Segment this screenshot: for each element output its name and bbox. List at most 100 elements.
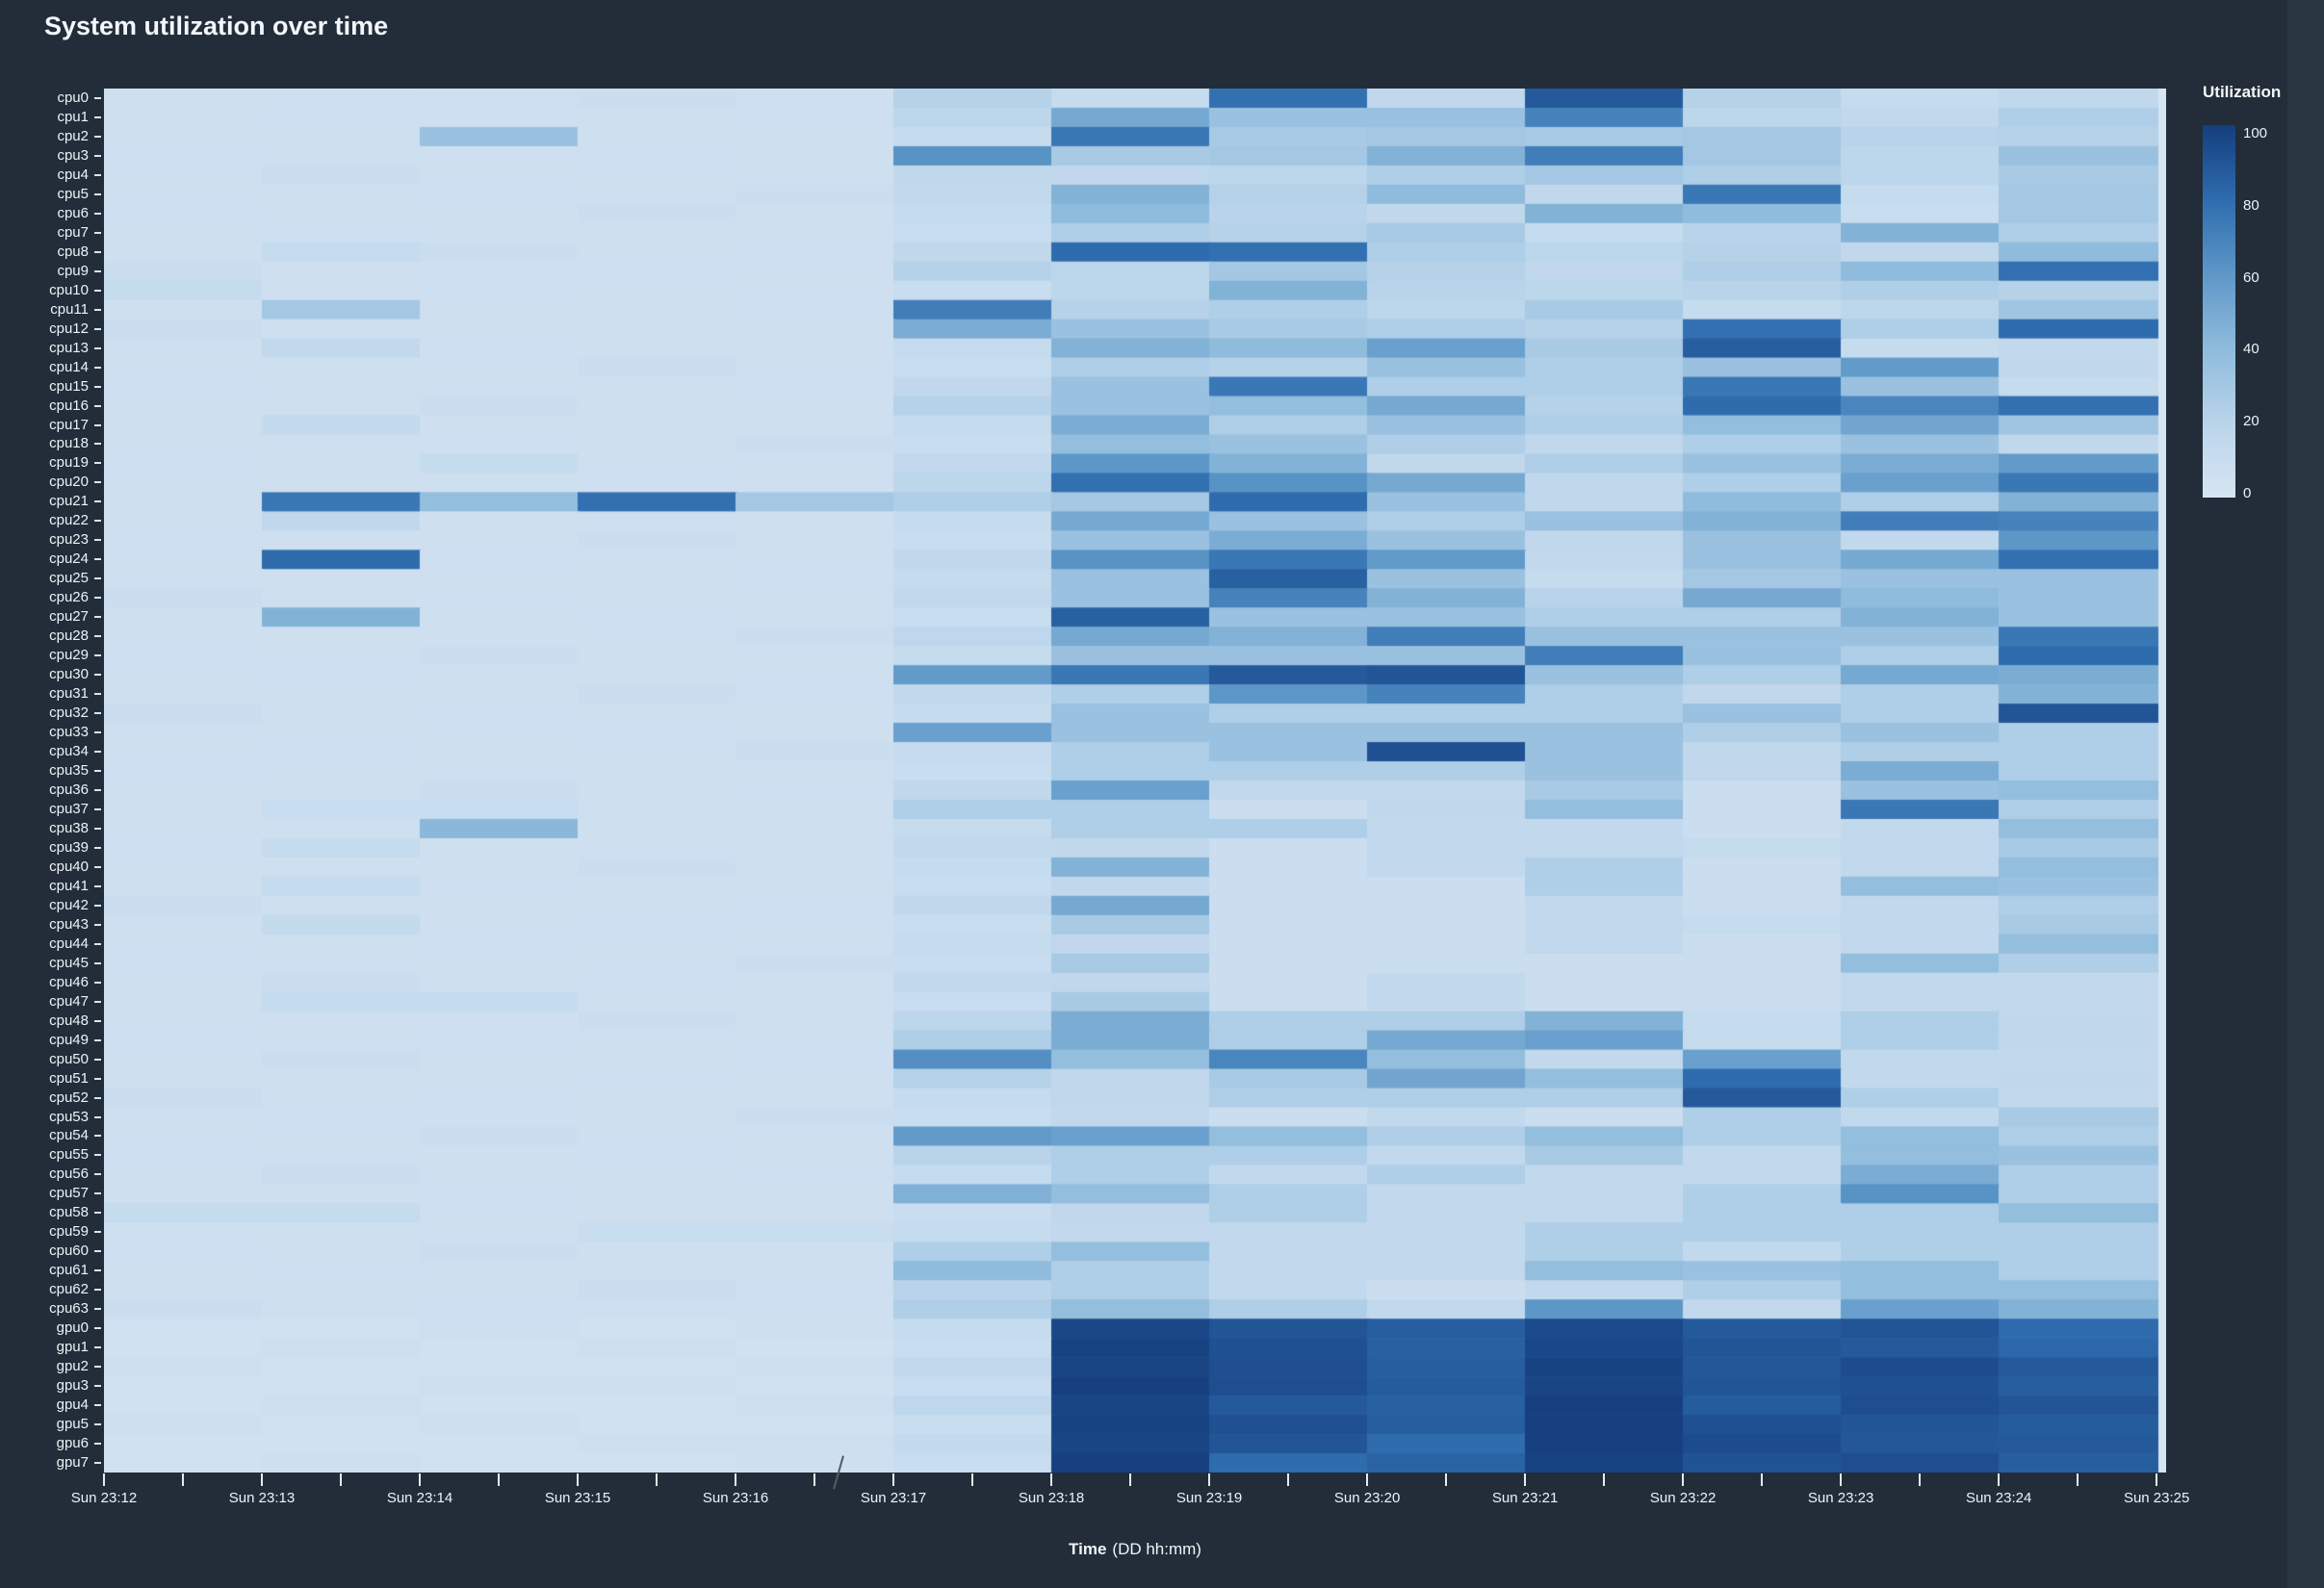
- x-tick-mark: [419, 1473, 422, 1486]
- x-tick-mark: [1761, 1473, 1764, 1486]
- y-tick-mark: [94, 770, 101, 772]
- y-tick-mark: [94, 1173, 101, 1176]
- x-tick-mark: [498, 1473, 501, 1486]
- x-axis-title: Time (DD hh:mm): [104, 1540, 2166, 1559]
- x-tick-mark: [1287, 1473, 1290, 1486]
- y-tick-label: gpu2: [56, 1358, 89, 1375]
- y-tick-label: cpu16: [49, 397, 89, 414]
- y-tick-label: cpu29: [49, 647, 89, 664]
- x-tick-mark: [1840, 1473, 1843, 1486]
- y-tick-mark: [94, 443, 101, 446]
- y-tick-mark: [94, 923, 101, 926]
- y-tick-mark: [94, 154, 101, 157]
- y-tick-label: cpu49: [49, 1031, 89, 1048]
- y-tick-mark: [94, 500, 101, 503]
- colorbar-tick-label: 0: [2243, 485, 2252, 501]
- x-tick-mark: [340, 1473, 343, 1486]
- chart-title: System utilization over time: [44, 12, 389, 40]
- page-background-strip: [2287, 0, 2324, 1588]
- y-tick-mark: [94, 558, 101, 561]
- y-tick-mark: [94, 1443, 101, 1446]
- y-tick-label: cpu40: [49, 858, 89, 875]
- y-tick-label: cpu17: [49, 416, 89, 433]
- y-tick-label: cpu61: [49, 1262, 89, 1279]
- y-tick-label: cpu63: [49, 1300, 89, 1318]
- y-tick-label: cpu1: [57, 108, 89, 125]
- x-tick-mark: [2077, 1473, 2079, 1486]
- y-tick-mark: [94, 846, 101, 849]
- x-tick-label: Sun 23:13: [228, 1490, 296, 1506]
- x-tick-label: Sun 23:16: [702, 1490, 769, 1506]
- y-tick-mark: [94, 1212, 101, 1215]
- y-tick-mark: [94, 807, 101, 810]
- y-tick-mark: [94, 942, 101, 945]
- y-tick-mark: [94, 1250, 101, 1253]
- y-tick-label: cpu9: [57, 262, 89, 279]
- y-tick-mark: [94, 904, 101, 907]
- y-tick-label: cpu19: [49, 454, 89, 472]
- y-tick-label: cpu33: [49, 724, 89, 741]
- y-tick-mark: [94, 1019, 101, 1022]
- heatmap-canvas[interactable]: [104, 89, 2166, 1473]
- x-tick-mark: [1445, 1473, 1448, 1486]
- y-tick-mark: [94, 597, 101, 600]
- y-tick-label: cpu53: [49, 1108, 89, 1125]
- y-tick-label: cpu6: [57, 204, 89, 221]
- y-tick-label: cpu10: [49, 281, 89, 298]
- y-tick-mark: [94, 1000, 101, 1003]
- y-tick-mark: [94, 961, 101, 964]
- y-tick-mark: [94, 520, 101, 523]
- x-tick-mark: [1366, 1473, 1369, 1486]
- y-tick-mark: [94, 1096, 101, 1099]
- y-tick-label: cpu18: [49, 435, 89, 452]
- y-tick-mark: [94, 1135, 101, 1138]
- y-tick-label: cpu31: [49, 685, 89, 703]
- y-tick-label: cpu52: [49, 1089, 89, 1106]
- x-tick-mark: [1524, 1473, 1527, 1486]
- y-tick-label: cpu58: [49, 1204, 89, 1221]
- y-tick-label: cpu11: [50, 300, 89, 318]
- y-tick-label: gpu5: [56, 1416, 89, 1433]
- x-tick-mark: [735, 1473, 737, 1486]
- y-tick-label: cpu0: [57, 89, 89, 106]
- x-axis-title-main: Time: [1069, 1540, 1107, 1558]
- colorbar-gradient: [2203, 125, 2235, 498]
- y-tick-mark: [94, 712, 101, 715]
- y-tick-mark: [94, 308, 101, 311]
- y-tick-mark: [94, 1115, 101, 1118]
- y-tick-mark: [94, 865, 101, 868]
- y-tick-label: cpu36: [49, 781, 89, 798]
- y-tick-label: cpu62: [49, 1281, 89, 1298]
- y-tick-label: cpu12: [49, 320, 89, 337]
- x-tick-mark: [103, 1473, 105, 1486]
- y-tick-label: cpu46: [49, 973, 89, 990]
- y-tick-mark: [94, 115, 101, 118]
- y-tick-label: cpu38: [49, 819, 89, 836]
- y-tick-mark: [94, 788, 101, 791]
- y-tick-label: cpu26: [49, 589, 89, 606]
- y-tick-label: cpu4: [57, 166, 89, 183]
- x-tick-label: Sun 23:24: [1965, 1490, 2032, 1506]
- y-tick-mark: [94, 1077, 101, 1080]
- y-tick-mark: [94, 827, 101, 830]
- x-tick-label: Sun 23:23: [1807, 1490, 1874, 1506]
- x-tick-mark: [1682, 1473, 1685, 1486]
- x-tick-mark: [892, 1473, 895, 1486]
- y-tick-mark: [94, 539, 101, 542]
- y-tick-label: cpu28: [49, 628, 89, 645]
- y-tick-label: cpu7: [57, 223, 89, 241]
- y-tick-label: cpu15: [49, 377, 89, 395]
- y-tick-label: cpu20: [49, 474, 89, 491]
- y-tick-mark: [94, 250, 101, 253]
- y-tick-label: cpu56: [49, 1165, 89, 1183]
- y-tick-label: gpu3: [56, 1377, 89, 1395]
- x-axis-title-units: (DD hh:mm): [1112, 1540, 1201, 1558]
- y-tick-mark: [94, 1038, 101, 1041]
- y-tick-label: cpu50: [49, 1050, 89, 1067]
- y-tick-mark: [94, 635, 101, 638]
- y-tick-label: cpu34: [49, 743, 89, 760]
- y-tick-mark: [94, 1289, 101, 1292]
- y-tick-label: cpu24: [49, 551, 89, 568]
- y-tick-mark: [94, 1423, 101, 1426]
- y-tick-label: gpu1: [56, 1339, 89, 1356]
